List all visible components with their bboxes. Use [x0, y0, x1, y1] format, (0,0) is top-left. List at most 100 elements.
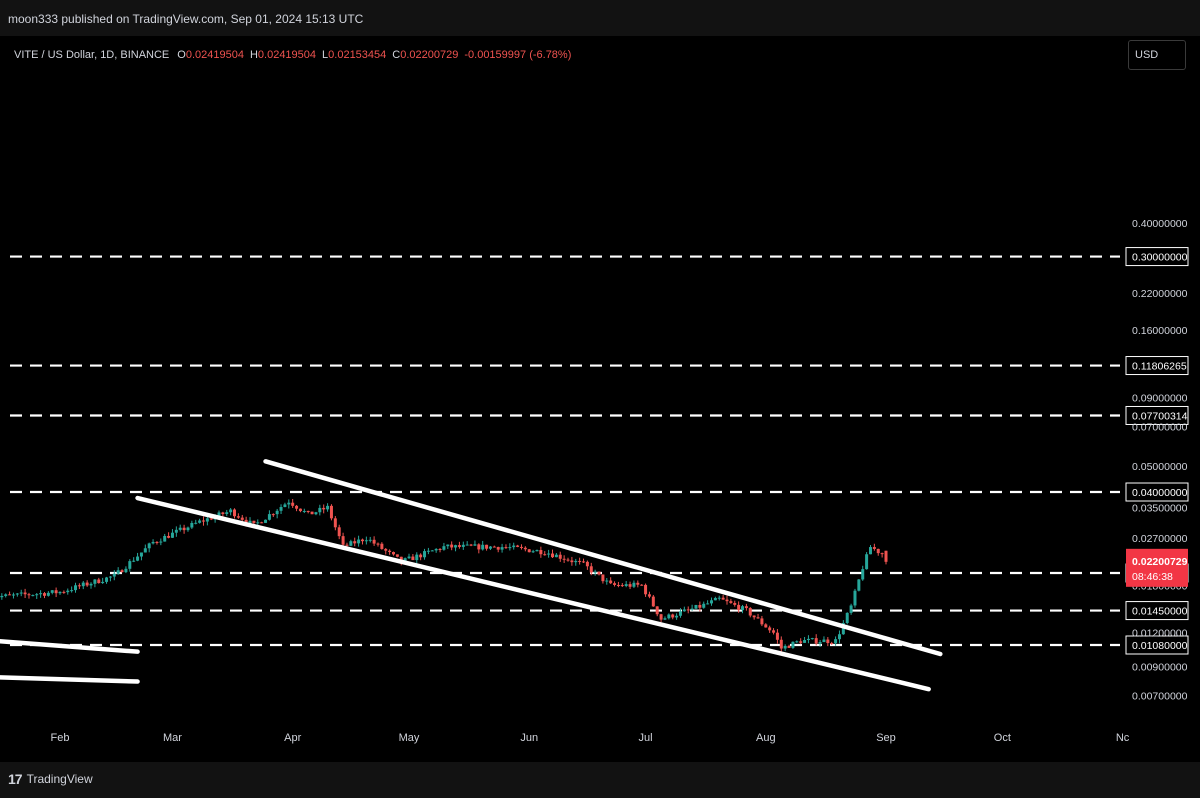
currency-button[interactable]: USD — [1128, 40, 1186, 70]
x-tick-label: Sep — [876, 732, 896, 744]
candle-body — [872, 547, 876, 549]
candle-body — [419, 554, 423, 558]
candle-body — [434, 548, 438, 551]
trendline-old-line-2[interactable] — [0, 675, 140, 684]
price-chart[interactable]: 0.30000000 0.11806265 0.07700314 0.04000000… — [0, 0, 1200, 762]
candle-body — [667, 614, 671, 619]
candle-body — [267, 514, 271, 520]
candle-body — [430, 550, 434, 552]
candle-body — [310, 511, 314, 515]
candle-body — [225, 512, 229, 515]
candle-body — [845, 612, 849, 623]
candle-body — [124, 568, 128, 573]
trendline-old-line-1[interactable] — [0, 638, 140, 654]
level-price-box — [1125, 635, 1189, 655]
candle-body — [279, 507, 283, 511]
candle-body — [112, 573, 116, 577]
candle-body — [469, 544, 473, 546]
trendline-channel-upper[interactable] — [263, 459, 943, 657]
candle-body — [597, 571, 601, 575]
candle-body — [729, 601, 733, 603]
candle-body — [531, 551, 535, 553]
x-tick-label: Feb — [51, 732, 70, 744]
candle-body — [535, 550, 539, 552]
candle-body — [8, 594, 12, 596]
candle-body — [826, 639, 830, 644]
candle-body — [671, 614, 675, 618]
candle-body — [756, 617, 760, 619]
candle-body — [147, 543, 151, 549]
candle-body — [31, 595, 35, 597]
candle-body — [333, 518, 337, 528]
candle-body — [283, 504, 287, 508]
candle-body — [368, 539, 372, 541]
candle-body — [884, 550, 888, 562]
candle-body — [465, 544, 469, 546]
y-tick-label: 0.16000000 — [1132, 325, 1188, 337]
legend-high-label: H — [250, 49, 258, 61]
candle-body — [97, 579, 101, 584]
candle-body — [675, 615, 679, 618]
level-price-label: 0.11806265 — [1132, 361, 1187, 373]
candle-body — [50, 590, 54, 593]
candle-body — [85, 582, 89, 586]
trendline-channel-lower[interactable] — [135, 495, 931, 692]
candle-body — [764, 624, 768, 628]
candle-body — [818, 642, 822, 644]
x-tick-label: Jul — [639, 732, 653, 744]
candle-body — [326, 505, 330, 510]
candle-body — [74, 585, 78, 591]
candle-body — [256, 522, 260, 524]
last-price-box — [1126, 548, 1188, 587]
candle-body — [861, 569, 865, 580]
candle-body — [741, 606, 745, 611]
candle-body — [132, 560, 136, 562]
candle-body — [647, 594, 651, 597]
legend-symbol: VITE / US Dollar, 1D, BINANCE — [14, 49, 169, 61]
candle-body — [678, 611, 682, 616]
candle-body — [4, 594, 8, 596]
candle-body — [423, 551, 427, 558]
candle-body — [163, 535, 167, 542]
candle-body — [454, 545, 458, 548]
candle-body — [605, 580, 609, 582]
candle-body — [644, 584, 648, 595]
candle-body — [779, 639, 783, 649]
candle-body — [407, 556, 411, 559]
tradingview-brand: TradingView — [26, 772, 93, 786]
candle-body — [721, 597, 725, 600]
candle-body — [834, 639, 838, 644]
legend-open-value: 0.02419504 — [186, 49, 244, 61]
last-price-countdown: 08:46:38 — [1132, 571, 1173, 583]
candle-body — [791, 641, 795, 648]
candle-body — [392, 552, 396, 555]
candle-body — [550, 553, 554, 558]
candle-body — [174, 529, 178, 533]
candle-body — [233, 509, 237, 517]
candle-body — [636, 582, 640, 585]
candle-body — [737, 604, 741, 611]
candle-body — [775, 632, 779, 640]
candle-body — [229, 509, 233, 513]
x-tick-label: Apr — [284, 732, 301, 744]
candle-body — [23, 592, 27, 595]
legend-high-value: 0.02419504 — [258, 49, 316, 61]
candle-body — [372, 539, 376, 544]
tradingview-logo[interactable]: 17 TradingView — [8, 771, 93, 787]
candle-body — [70, 590, 74, 592]
candle-body — [527, 549, 531, 553]
candle-body — [651, 596, 655, 607]
candle-body — [314, 512, 318, 515]
legend-close-label: C — [392, 49, 400, 61]
candle-body — [655, 606, 659, 615]
candle-body — [190, 522, 194, 528]
candle-body — [485, 544, 489, 549]
y-tick-label: 0.00900000 — [1132, 661, 1188, 673]
candle-body — [411, 556, 415, 561]
candle-body — [81, 582, 85, 587]
candle-body — [709, 600, 713, 604]
candle-body — [516, 545, 520, 547]
candle-body — [481, 544, 485, 550]
candle-body — [248, 520, 252, 524]
